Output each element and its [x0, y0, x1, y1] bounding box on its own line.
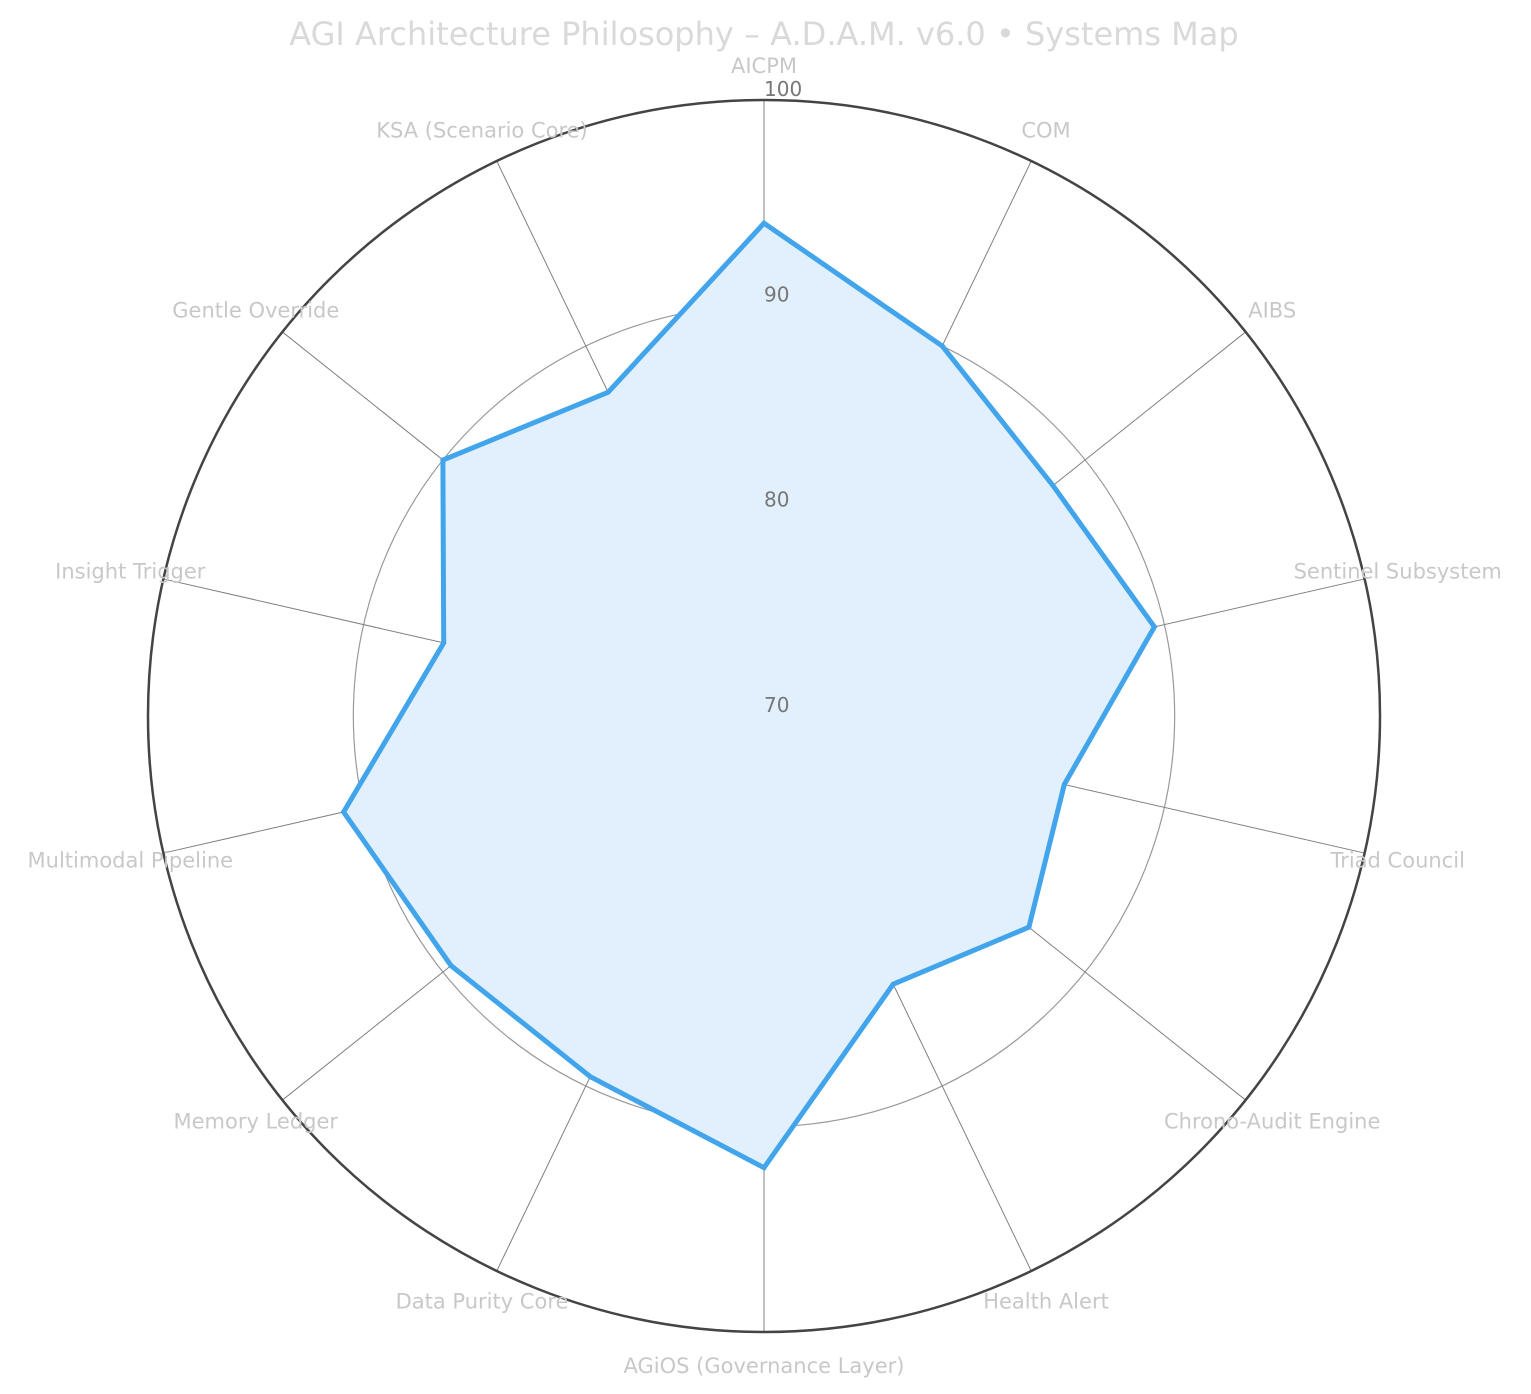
axis-label: Health Alert	[983, 1290, 1109, 1314]
data-point	[890, 981, 896, 987]
axis-label: Triad Council	[1329, 849, 1464, 873]
data-series	[340, 219, 1158, 1171]
data-point	[1026, 924, 1032, 930]
axis-label: COM	[1021, 118, 1070, 142]
data-point	[441, 640, 447, 646]
r-tick-label: 100	[764, 77, 802, 101]
axis-label: AICPM	[731, 54, 797, 78]
axis-label: KSA (Scenario Core)	[376, 118, 588, 142]
data-point	[761, 220, 767, 226]
axis-label: Chrono-Audit Engine	[1164, 1109, 1380, 1133]
r-tick-label: 70	[764, 693, 789, 717]
axis-label: AIBS	[1248, 299, 1296, 323]
data-point	[939, 343, 945, 349]
axis-label: Data Purity Core	[396, 1290, 569, 1314]
chart-title: AGI Architecture Philosophy – A.D.A.M. v…	[289, 15, 1238, 53]
data-point	[587, 1074, 593, 1080]
data-point	[440, 457, 446, 463]
axis-label: Sentinel Subsystem	[1294, 559, 1502, 583]
data-point	[1151, 624, 1157, 630]
axis-label: Multimodal Pipeline	[28, 849, 234, 873]
data-point	[341, 809, 347, 815]
radial-ticks: 70 80 90 100	[764, 77, 802, 717]
data-point	[605, 389, 611, 395]
axis-label: Gentle Override	[172, 299, 339, 323]
r-tick-label: 80	[764, 488, 789, 512]
axis-labels: AICPM COM AIBS Sentinel Subsystem Triad Coun…	[28, 54, 1502, 1378]
axis-label: AGiOS (Governance Layer)	[624, 1354, 905, 1378]
axis-label: Memory Ledger	[174, 1109, 339, 1133]
data-point	[761, 1165, 767, 1171]
data-point	[1050, 483, 1056, 489]
data-point	[448, 963, 454, 969]
data-point	[1061, 782, 1067, 788]
outer-frame	[146, 98, 1382, 1334]
axis-label: Insight Trigger	[55, 559, 206, 583]
r-tick-label: 90	[764, 282, 789, 306]
series-fill-0	[343, 223, 1155, 1168]
